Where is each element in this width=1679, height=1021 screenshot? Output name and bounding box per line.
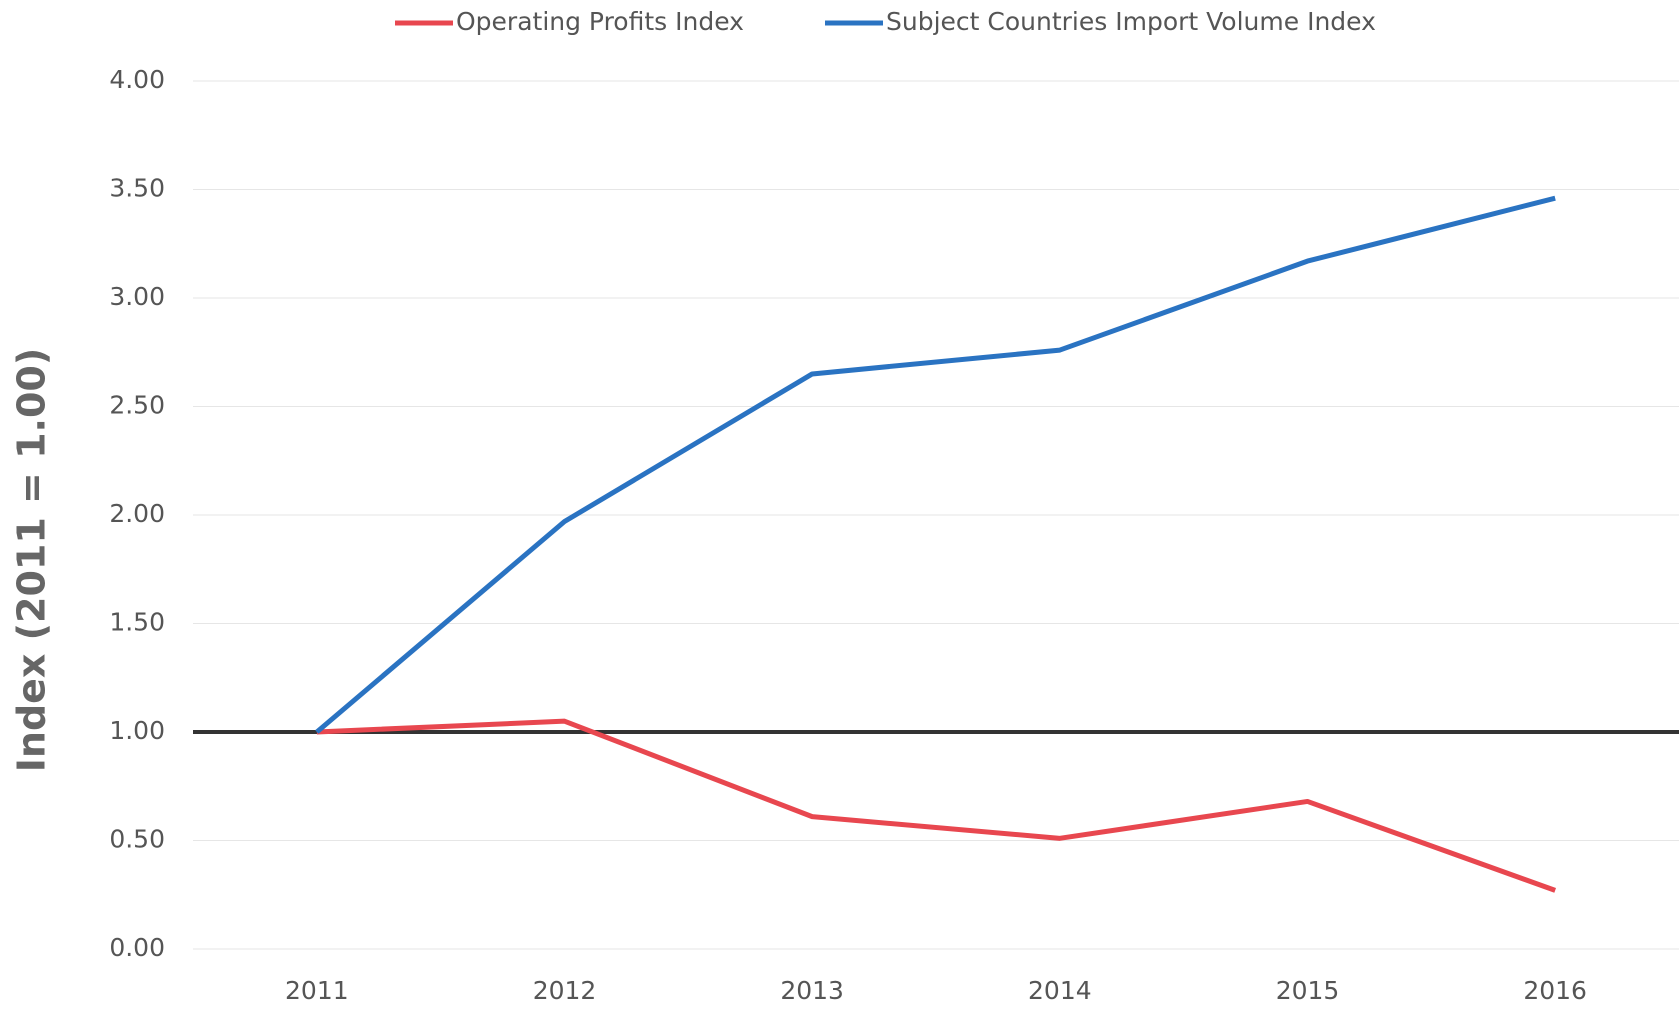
y-tick-label: 3.00 bbox=[109, 282, 165, 311]
series-line bbox=[315, 195, 1556, 734]
y-tick-label: 3.50 bbox=[109, 174, 165, 203]
legend-label: Operating Profits Index bbox=[456, 7, 744, 36]
y-tick-label: 0.50 bbox=[109, 825, 165, 854]
x-tick-label: 2012 bbox=[533, 976, 597, 1005]
x-tick-label: 2015 bbox=[1276, 976, 1340, 1005]
x-tick-label: 2011 bbox=[285, 976, 349, 1005]
x-tick-label: 2013 bbox=[780, 976, 844, 1005]
y-tick-label: 2.00 bbox=[109, 499, 165, 528]
y-tick-label: 2.50 bbox=[109, 391, 165, 420]
y-tick-label: 1.50 bbox=[109, 608, 165, 637]
series-line bbox=[316, 718, 1557, 893]
x-tick-label: 2016 bbox=[1523, 976, 1587, 1005]
y-tick-label: 0.00 bbox=[109, 933, 165, 962]
legend-label: Subject Countries Import Volume Index bbox=[886, 7, 1376, 36]
y-axis-label: Index (2011 = 1.00) bbox=[10, 348, 54, 772]
x-tick-label: 2014 bbox=[1028, 976, 1092, 1005]
y-tick-label: 1.00 bbox=[109, 716, 165, 745]
y-tick-label: 4.00 bbox=[109, 65, 165, 94]
